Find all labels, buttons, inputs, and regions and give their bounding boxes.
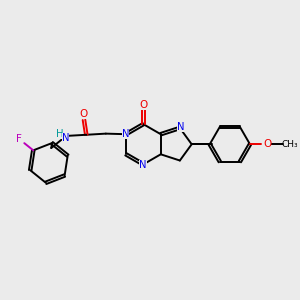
Text: O: O bbox=[263, 139, 271, 149]
Text: F: F bbox=[16, 134, 22, 144]
Text: N: N bbox=[139, 160, 146, 170]
Text: CH₃: CH₃ bbox=[281, 140, 298, 149]
Text: O: O bbox=[139, 100, 148, 110]
Text: H: H bbox=[56, 129, 64, 139]
Text: N: N bbox=[62, 133, 69, 143]
Text: O: O bbox=[80, 109, 88, 119]
Text: N: N bbox=[122, 129, 129, 139]
Text: N: N bbox=[177, 122, 184, 132]
